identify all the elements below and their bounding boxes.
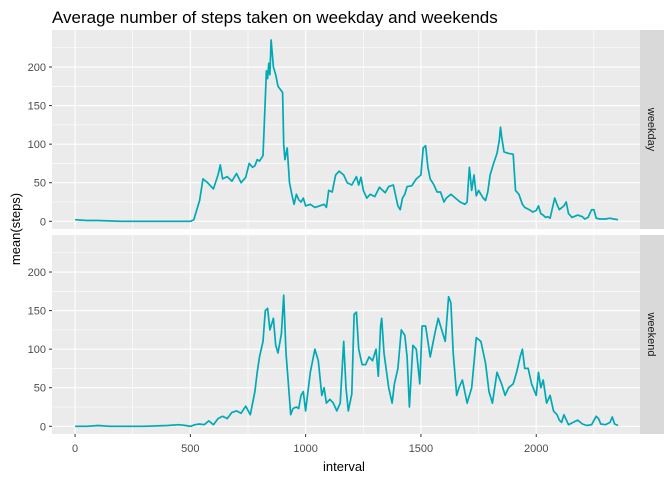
x-tick-label: 1500 [409,443,433,455]
y-tick-label: 200 [28,267,46,279]
y-tick-label: 200 [28,62,46,74]
y-tick-label: 0 [40,216,46,228]
x-tick-label: 500 [181,443,199,455]
series-line-weekday [75,39,619,223]
facet-strip-label: weekday [645,107,657,152]
x-tick-label: 1000 [293,443,317,455]
x-tick-label: 0 [72,443,78,455]
facet-strip [640,235,664,434]
facet-strip [640,30,664,229]
x-axis-title: interval [323,459,365,474]
y-tick-label: 100 [28,344,46,356]
y-tick-label: 50 [34,178,46,190]
panel-background [52,30,640,229]
y-tick-label: 150 [28,101,46,113]
x-tick-label: 2000 [524,443,548,455]
chart-title: Average number of steps taken on weekday… [52,8,498,27]
panel-background [52,235,640,434]
facet-strip-label: weekend [645,311,657,356]
y-tick-label: 0 [40,421,46,433]
y-tick-label: 100 [28,139,46,151]
series-line-weekend [75,294,619,428]
y-axis-title: mean(steps) [8,193,23,265]
y-tick-label: 50 [34,383,46,395]
y-tick-label: 150 [28,306,46,318]
